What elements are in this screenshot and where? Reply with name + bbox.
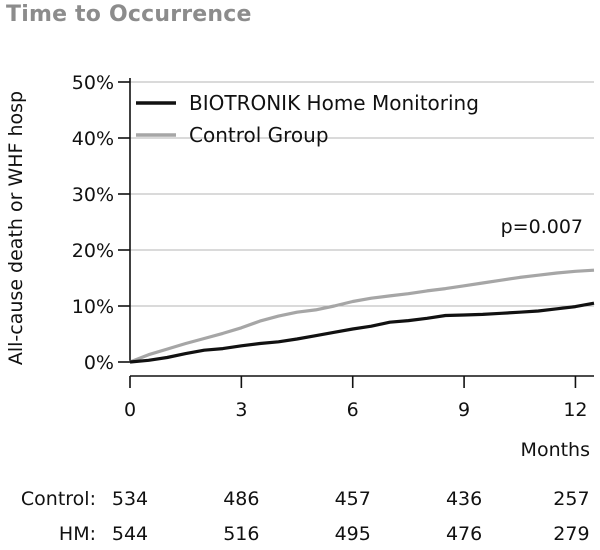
risk-cell: 495 [334, 523, 371, 545]
y-axis-label: All-cause death or WHF hosp [5, 91, 27, 365]
legend-label-0: BIOTRONIK Home Monitoring [189, 91, 479, 115]
grid [130, 81, 594, 307]
x-tick-label-2: 6 [347, 399, 359, 421]
x-axis-label: Months [521, 439, 590, 461]
x-tick-label-0: 0 [124, 399, 136, 421]
x-tick-label-3: 9 [458, 399, 470, 421]
legend-label-1: Control Group [189, 123, 329, 147]
risk-cell: 486 [223, 488, 260, 510]
series-line-control-group [129, 268, 595, 364]
y-tick-label-4: 40% [72, 128, 114, 150]
y-tick-label-3: 30% [72, 184, 114, 206]
risk-cell: 257 [553, 488, 590, 510]
p-value-annotation: p=0.007 [501, 216, 583, 238]
y-tick-label-0: 0% [84, 352, 114, 374]
y-tick-label-2: 20% [72, 240, 114, 262]
x-tick-label-4: 12 [563, 399, 587, 421]
y-tick-label-5: 50% [72, 72, 114, 94]
km-chart: 0% 10% 20% 30% 40% 50% 0 3 6 9 12 BIOTRONIK Home … [5, 72, 595, 461]
risk-cell: 476 [445, 523, 483, 545]
risk-cell: 516 [223, 523, 260, 545]
risk-cell: 279 [553, 523, 590, 545]
risk-cell: 544 [111, 523, 149, 545]
risk-row-label-0: Control: [20, 488, 96, 510]
y-ticks: 0% 10% 20% 30% 40% 50% [72, 72, 130, 374]
x-ticks: 0 3 6 9 12 [124, 376, 588, 421]
series-line-home-monitoring [129, 301, 595, 364]
y-tick-label-1: 10% [72, 296, 114, 318]
legend: BIOTRONIK Home Monitoring Control Group [136, 91, 479, 147]
risk-row-label-1: HM: [58, 523, 96, 545]
chart-title: Time to Occurrence [6, 2, 252, 27]
series-lines [129, 268, 595, 364]
risk-cell: 534 [111, 488, 149, 510]
risk-cell: 436 [445, 488, 483, 510]
axes [129, 78, 594, 377]
x-tick-label-1: 3 [235, 399, 247, 421]
risk-cell: 457 [334, 488, 371, 510]
